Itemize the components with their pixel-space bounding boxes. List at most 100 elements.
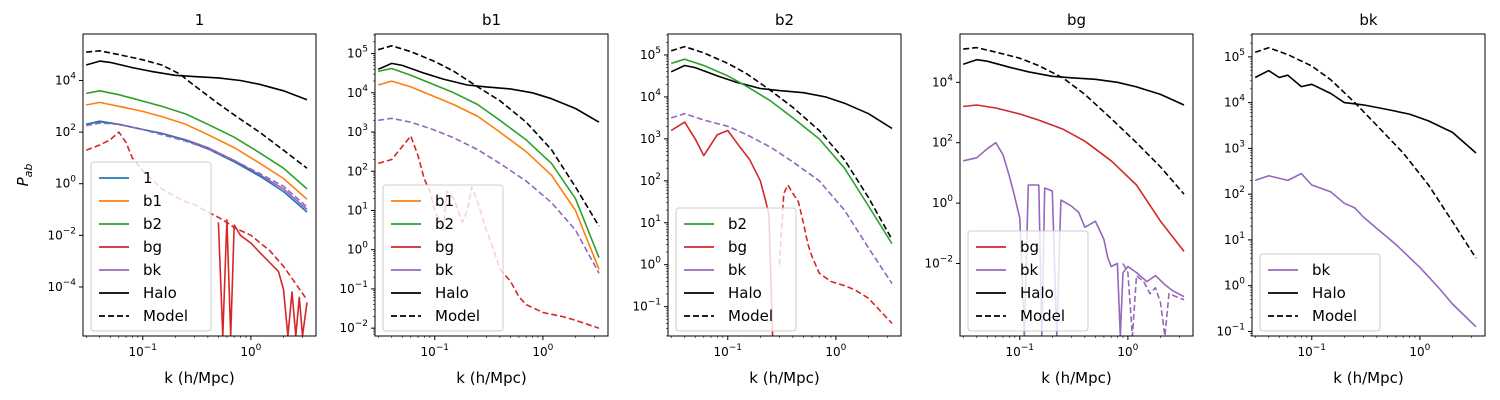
y-tick-label: 100: [932, 194, 953, 210]
legend-label: bk: [1020, 261, 1039, 279]
x-tick-label: 10−1: [128, 343, 157, 359]
legend-label: Model: [728, 307, 773, 325]
y-tick-label: 103: [347, 123, 368, 139]
panel-title: bk: [1359, 11, 1378, 29]
panel-title: 1: [195, 11, 205, 29]
series-line-b1: [377, 80, 600, 270]
legend-label: bg: [1020, 238, 1039, 256]
plot-frame: [82, 33, 317, 337]
y-tick-label: 104: [1224, 94, 1245, 110]
y-tick-label: 104: [55, 71, 76, 87]
y-tick-label: 10−1: [632, 298, 661, 314]
legend-label: Halo: [728, 284, 762, 302]
series-line-b2: [86, 90, 308, 190]
x-tick-label: 10−1: [1005, 343, 1034, 359]
series-line-halo: [1254, 69, 1477, 154]
y-tick-label: 100: [640, 256, 661, 272]
legend-label: Halo: [143, 284, 177, 302]
legend-label: bk: [143, 261, 162, 279]
panel-bg: bg 10−2 100 102 104 10−1 100 k (h/Mpc) bg bk Halo M…: [924, 11, 1194, 387]
y-tick-label: 101: [640, 214, 661, 230]
x-tick-label: 10−1: [713, 343, 742, 359]
plot-frame: [959, 33, 1194, 337]
y-tick-label: 105: [347, 45, 368, 61]
x-tick-label: 100: [1409, 343, 1430, 359]
legend-label: Model: [1020, 307, 1065, 325]
series-line-halo: [962, 58, 1185, 106]
legend-label: Model: [143, 307, 188, 325]
panel-1: 1 10−4 10−2 100 102 104 10−1 100 k (h/Mpc) 1 b1 b2 b…: [47, 11, 317, 387]
y-tick-label: 104: [640, 88, 661, 104]
legend-label: Halo: [435, 284, 469, 302]
legend-label: Model: [435, 307, 480, 325]
series-line-model: [1254, 46, 1477, 259]
panel-title: bg: [1067, 11, 1086, 29]
series-line-b2: [378, 67, 600, 258]
y-tick-label: 101: [347, 201, 368, 217]
series-line-bg: [670, 121, 774, 336]
y-axis-label: Pab: [14, 164, 35, 187]
series-line-halo: [85, 60, 308, 101]
series-line-model: [670, 45, 893, 240]
x-axis-label: k (h/Mpc): [1041, 369, 1111, 387]
series-line-bg: [963, 104, 1185, 252]
plot-frame: [1251, 33, 1486, 337]
legend-label: bg: [728, 238, 747, 256]
y-tick-label: 102: [1224, 185, 1245, 201]
y-tick-label: 10−1: [1216, 322, 1245, 338]
legend: b2 bg bk Halo Model: [675, 207, 797, 332]
legend-label: bg: [143, 238, 162, 256]
y-tick-label: 102: [347, 162, 368, 178]
x-tick-label: 100: [532, 343, 553, 359]
series-line-bk: [1254, 172, 1477, 328]
series-line-bg-model-deep: [217, 219, 308, 336]
y-tick-label: 100: [55, 175, 76, 191]
series-line-bk-model: [1122, 263, 1185, 336]
y-tick-label: 105: [1224, 48, 1245, 64]
x-tick-label: 100: [825, 343, 846, 359]
legend: bk Halo Model: [1259, 253, 1381, 332]
legend-label: bk: [1312, 261, 1331, 279]
legend-box: [1259, 253, 1381, 332]
series-line-model: [377, 45, 600, 227]
series-line-model: [963, 46, 1185, 195]
x-tick-label: 10−1: [1297, 343, 1326, 359]
y-tick-label: 10−2: [339, 319, 368, 335]
legend-label: Halo: [1020, 284, 1054, 302]
legend-box: [90, 161, 212, 332]
legend-label: Halo: [1312, 284, 1346, 302]
y-tick-label: 104: [932, 73, 953, 89]
y-tick-label: 10−4: [47, 278, 76, 294]
series-group: [1254, 46, 1477, 328]
series-group: [85, 50, 308, 336]
legend-label: Model: [1312, 307, 1357, 325]
y-tick-label: 102: [932, 134, 953, 150]
series-line-bk: [670, 112, 893, 285]
panel-title: b1: [482, 11, 501, 29]
x-axis-label: k (h/Mpc): [456, 369, 526, 387]
x-axis-label: k (h/Mpc): [164, 369, 234, 387]
legend-box: [967, 230, 1089, 332]
series-line-bg-model: [778, 184, 893, 324]
series-line-b1: [86, 101, 308, 200]
x-tick-label: 10−1: [420, 343, 449, 359]
panel-bk: bk 10−1 100 101 102 103 104 105 10−1 100 k (h/Mpc)…: [1216, 11, 1486, 387]
x-axis-label: k (h/Mpc): [1333, 369, 1403, 387]
y-tick-label: 10−1: [339, 280, 368, 296]
legend-label: bg: [435, 238, 454, 256]
legend: 1 b1 b2 bg bk Halo Model: [90, 161, 212, 332]
legend-box: [382, 184, 504, 332]
series-line-model: [86, 50, 308, 169]
legend-label: b2: [143, 215, 162, 233]
x-tick-label: 100: [1117, 343, 1138, 359]
y-tick-label: 100: [347, 241, 368, 257]
x-tick-label: 100: [240, 343, 261, 359]
legend-label: b2: [728, 215, 747, 233]
series-line-bk: [963, 141, 1185, 336]
y-tick-label: 10−2: [47, 226, 76, 242]
legend-label: bk: [435, 261, 454, 279]
legend-label: b1: [435, 192, 454, 210]
legend-label: b1: [143, 192, 162, 210]
y-tick-label: 103: [640, 130, 661, 146]
